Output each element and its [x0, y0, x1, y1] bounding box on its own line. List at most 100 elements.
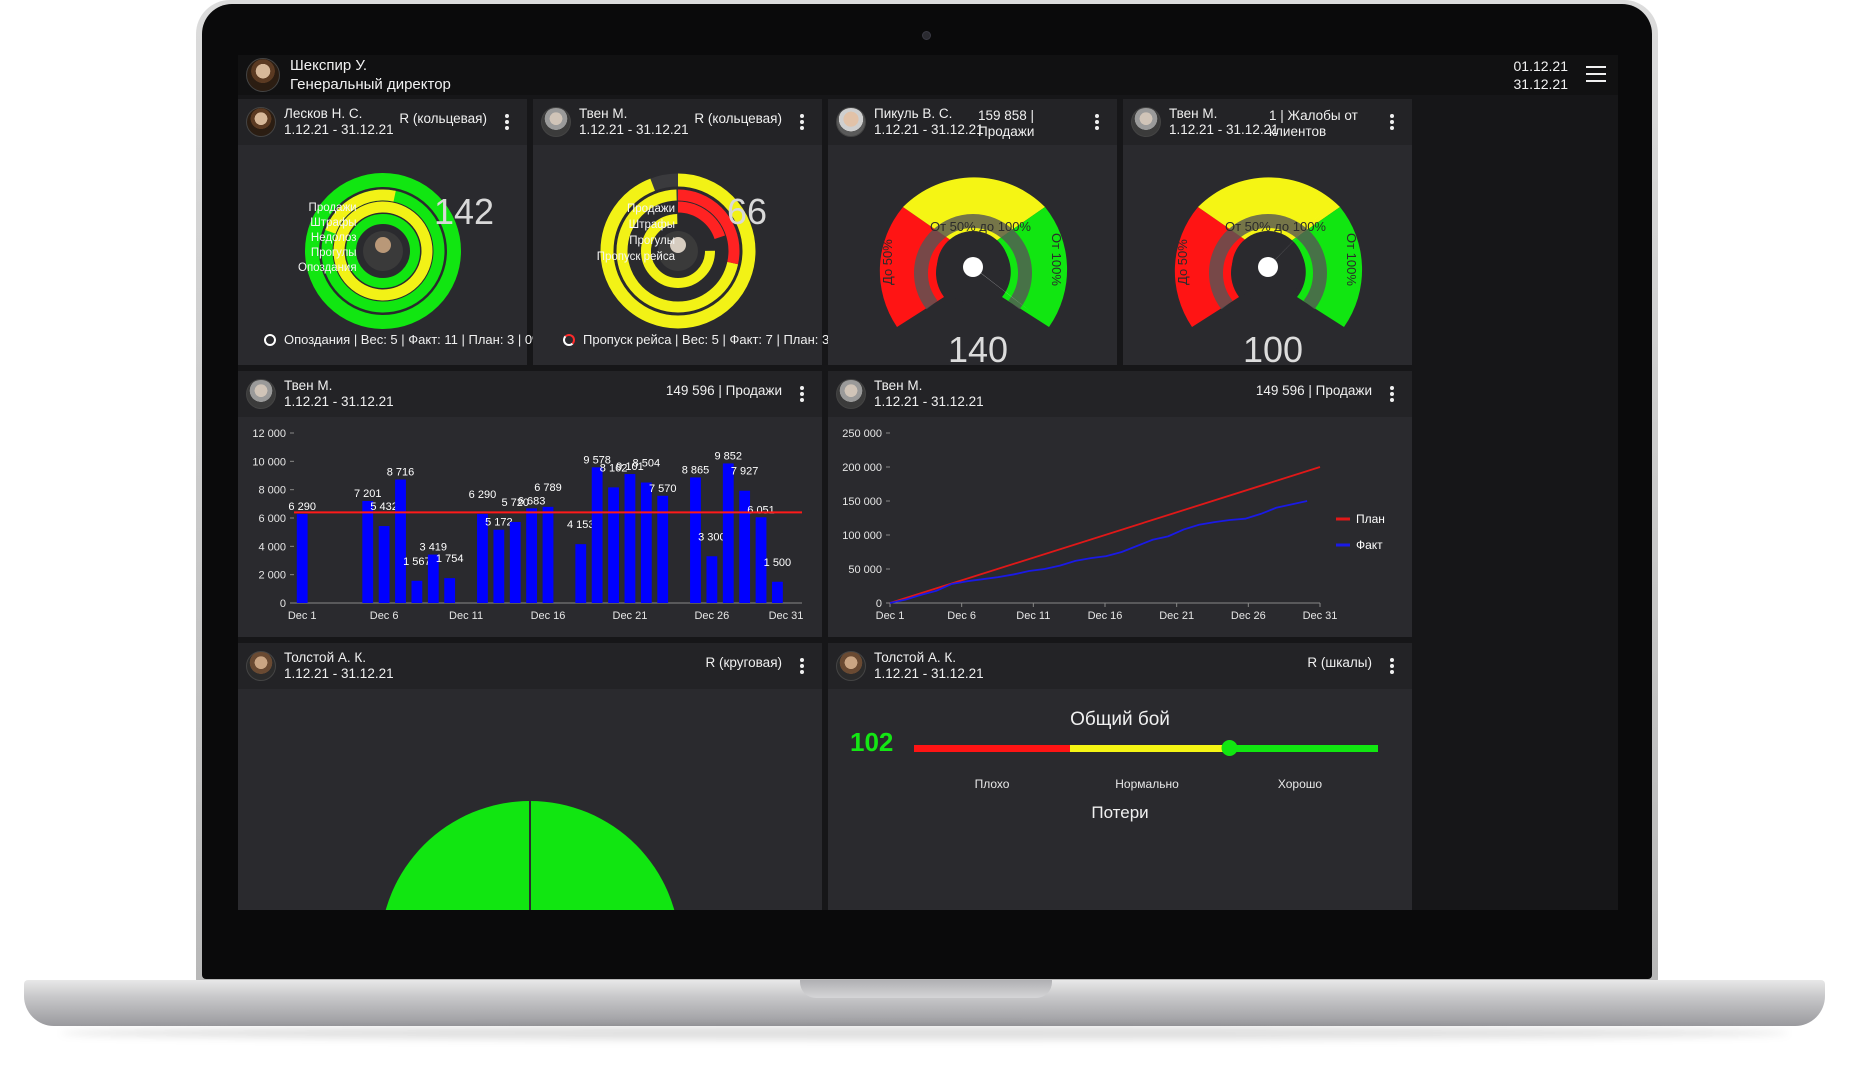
avatar: [836, 107, 866, 137]
bar: [526, 508, 538, 603]
ring-fines-red: [616, 189, 740, 313]
user-avatar[interactable]: [246, 58, 280, 92]
bar-value-label: 5 432: [370, 501, 398, 513]
more-options-icon[interactable]: [1095, 114, 1099, 130]
x-tick-label: Dec 26: [1231, 610, 1266, 622]
zone-high-label: От 100%: [1344, 233, 1359, 286]
legend-item: Продажи: [626, 203, 675, 215]
bar: [624, 474, 636, 603]
scale-value: 102: [850, 727, 894, 757]
person-period: 1.12.21 - 31.12.21: [874, 122, 984, 137]
legend-item: Штрафы: [628, 219, 675, 231]
card-gauge-twain: Твен М. 1.12.21 - 31.12.21 1 | Жалобы от…: [1123, 99, 1412, 370]
x-tick-label: Dec 16: [531, 610, 566, 622]
user-role: Генеральный директор: [290, 76, 451, 93]
person-name: Толстой А. К.: [284, 650, 366, 665]
laptop-notch: [800, 980, 1052, 998]
ring-footer[interactable]: Пропуск рейса | Вес: 5 | Факт: 7 | План:…: [563, 332, 844, 347]
metric-line: клиентов: [1269, 124, 1327, 139]
person-period: 1.12.21 - 31.12.21: [284, 394, 394, 409]
scale-marker[interactable]: [1221, 740, 1238, 756]
ring-footer[interactable]: Опоздания | Вес: 5 | Факт: 11 | План: 3 …: [264, 332, 544, 347]
bar: [509, 521, 521, 603]
scale-normal: [1070, 745, 1224, 752]
bar-value-label: 6 683: [518, 495, 546, 507]
card-metric: 1 | Жалобы от клиентов: [1269, 108, 1358, 140]
y-tick-label: 12 000: [252, 428, 286, 440]
card-metric: R (круговая): [705, 655, 782, 670]
pie-chart: [385, 801, 675, 910]
ring-sales: [305, 173, 461, 329]
legend-dot-icon: [563, 333, 575, 346]
scale-label-bad: Плохо: [974, 777, 1010, 791]
bar: [427, 554, 439, 603]
avatar: [836, 651, 866, 681]
bar: [411, 580, 423, 603]
legend-item: Опоздания: [298, 262, 357, 274]
bar: [296, 513, 308, 603]
more-options-icon[interactable]: [800, 114, 804, 130]
y-tick-label: 200 000: [842, 462, 882, 474]
zone-low-label: До 50%: [880, 239, 895, 285]
scale-label-normal: Нормально: [1115, 777, 1179, 791]
bar-value-label: 7 201: [354, 488, 382, 500]
period-range[interactable]: 01.12.21 31.12.21: [1514, 57, 1569, 93]
bar: [493, 529, 505, 603]
bar-value-label: 6 789: [534, 482, 562, 494]
metric-line: 1 | Жалобы от: [1269, 108, 1358, 123]
bar-value-label: 4 153: [567, 519, 595, 531]
card-header: Толстой А. К. 1.12.21 - 31.12.21 R (шкал…: [828, 643, 1412, 689]
user-name: Шекспир У.: [290, 57, 368, 74]
zone-low-label: До 50%: [1175, 239, 1190, 285]
gauge-chart: [879, 177, 1068, 327]
bar: [722, 463, 734, 603]
bar: [575, 544, 587, 603]
bar: [477, 513, 488, 603]
dashboard-screen: Шекспир У. Генеральный директор 01.12.21…: [238, 55, 1618, 910]
legend-item: Прогулы: [310, 247, 357, 259]
ring-legend: Продажи Штрафы Недолоз Прогулы Опоздания: [298, 201, 357, 276]
next-scale-title: Потери: [1091, 803, 1149, 822]
zone-high-label: От 100%: [1049, 233, 1064, 286]
card-person: Толстой А. К. 1.12.21 - 31.12.21: [284, 650, 394, 682]
gauge-chart: [1174, 177, 1363, 327]
bar: [640, 482, 652, 603]
series-line: [889, 500, 1308, 604]
date-to: 31.12.21: [1513, 76, 1569, 92]
card-rings-twain: Твен М. 1.12.21 - 31.12.21 R (кольцевая)…: [533, 99, 844, 365]
date-from: 01.12.21: [1513, 58, 1569, 74]
person-period: 1.12.21 - 31.12.21: [284, 666, 394, 681]
user-block: Шекспир У. Генеральный директор: [290, 56, 451, 94]
person-period: 1.12.21 - 31.12.21: [874, 666, 984, 681]
more-options-icon[interactable]: [505, 114, 509, 130]
x-tick-label: Dec 31: [769, 610, 804, 622]
card-person: Твен М. 1.12.21 - 31.12.21: [284, 378, 394, 410]
more-options-icon[interactable]: [1390, 386, 1394, 402]
more-options-icon[interactable]: [800, 386, 804, 402]
bar-value-label: 6 051: [747, 504, 775, 516]
card-metric: 149 596 | Продажи: [1255, 383, 1372, 398]
y-tick-label: 100 000: [842, 530, 882, 542]
more-options-icon[interactable]: [1390, 114, 1394, 130]
avatar: [1131, 107, 1161, 137]
bar-value-label: 8 504: [633, 458, 661, 470]
footer-text: Пропуск рейса | Вес: 5 | Факт: 7 | План:…: [583, 332, 845, 347]
rings-chart: [600, 173, 756, 329]
more-options-icon[interactable]: [800, 658, 804, 674]
ring-legend: Продажи Штрафы Прогулы Пропуск рейса: [595, 201, 675, 265]
person-name: Твен М.: [579, 106, 628, 121]
bar: [706, 556, 718, 603]
y-tick-label: 8 000: [258, 485, 286, 497]
card-scale: Толстой А. К. 1.12.21 - 31.12.21 R (шкал…: [828, 643, 1412, 910]
more-options-icon[interactable]: [1390, 658, 1394, 674]
bar-value-label: 6 290: [469, 489, 497, 501]
hamburger-menu-icon[interactable]: [1586, 66, 1606, 82]
x-tick-label: Dec 1: [876, 610, 905, 622]
zone-mid-label: От 50% до 100%: [1225, 219, 1326, 234]
x-tick-label: Dec 16: [1088, 610, 1123, 622]
x-tick-label: Dec 26: [694, 610, 729, 622]
x-tick-label: Dec 11: [1016, 610, 1050, 622]
y-tick-label: 6 000: [258, 513, 286, 525]
scale-title: Общий бой: [1070, 709, 1170, 730]
bar: [690, 477, 701, 603]
